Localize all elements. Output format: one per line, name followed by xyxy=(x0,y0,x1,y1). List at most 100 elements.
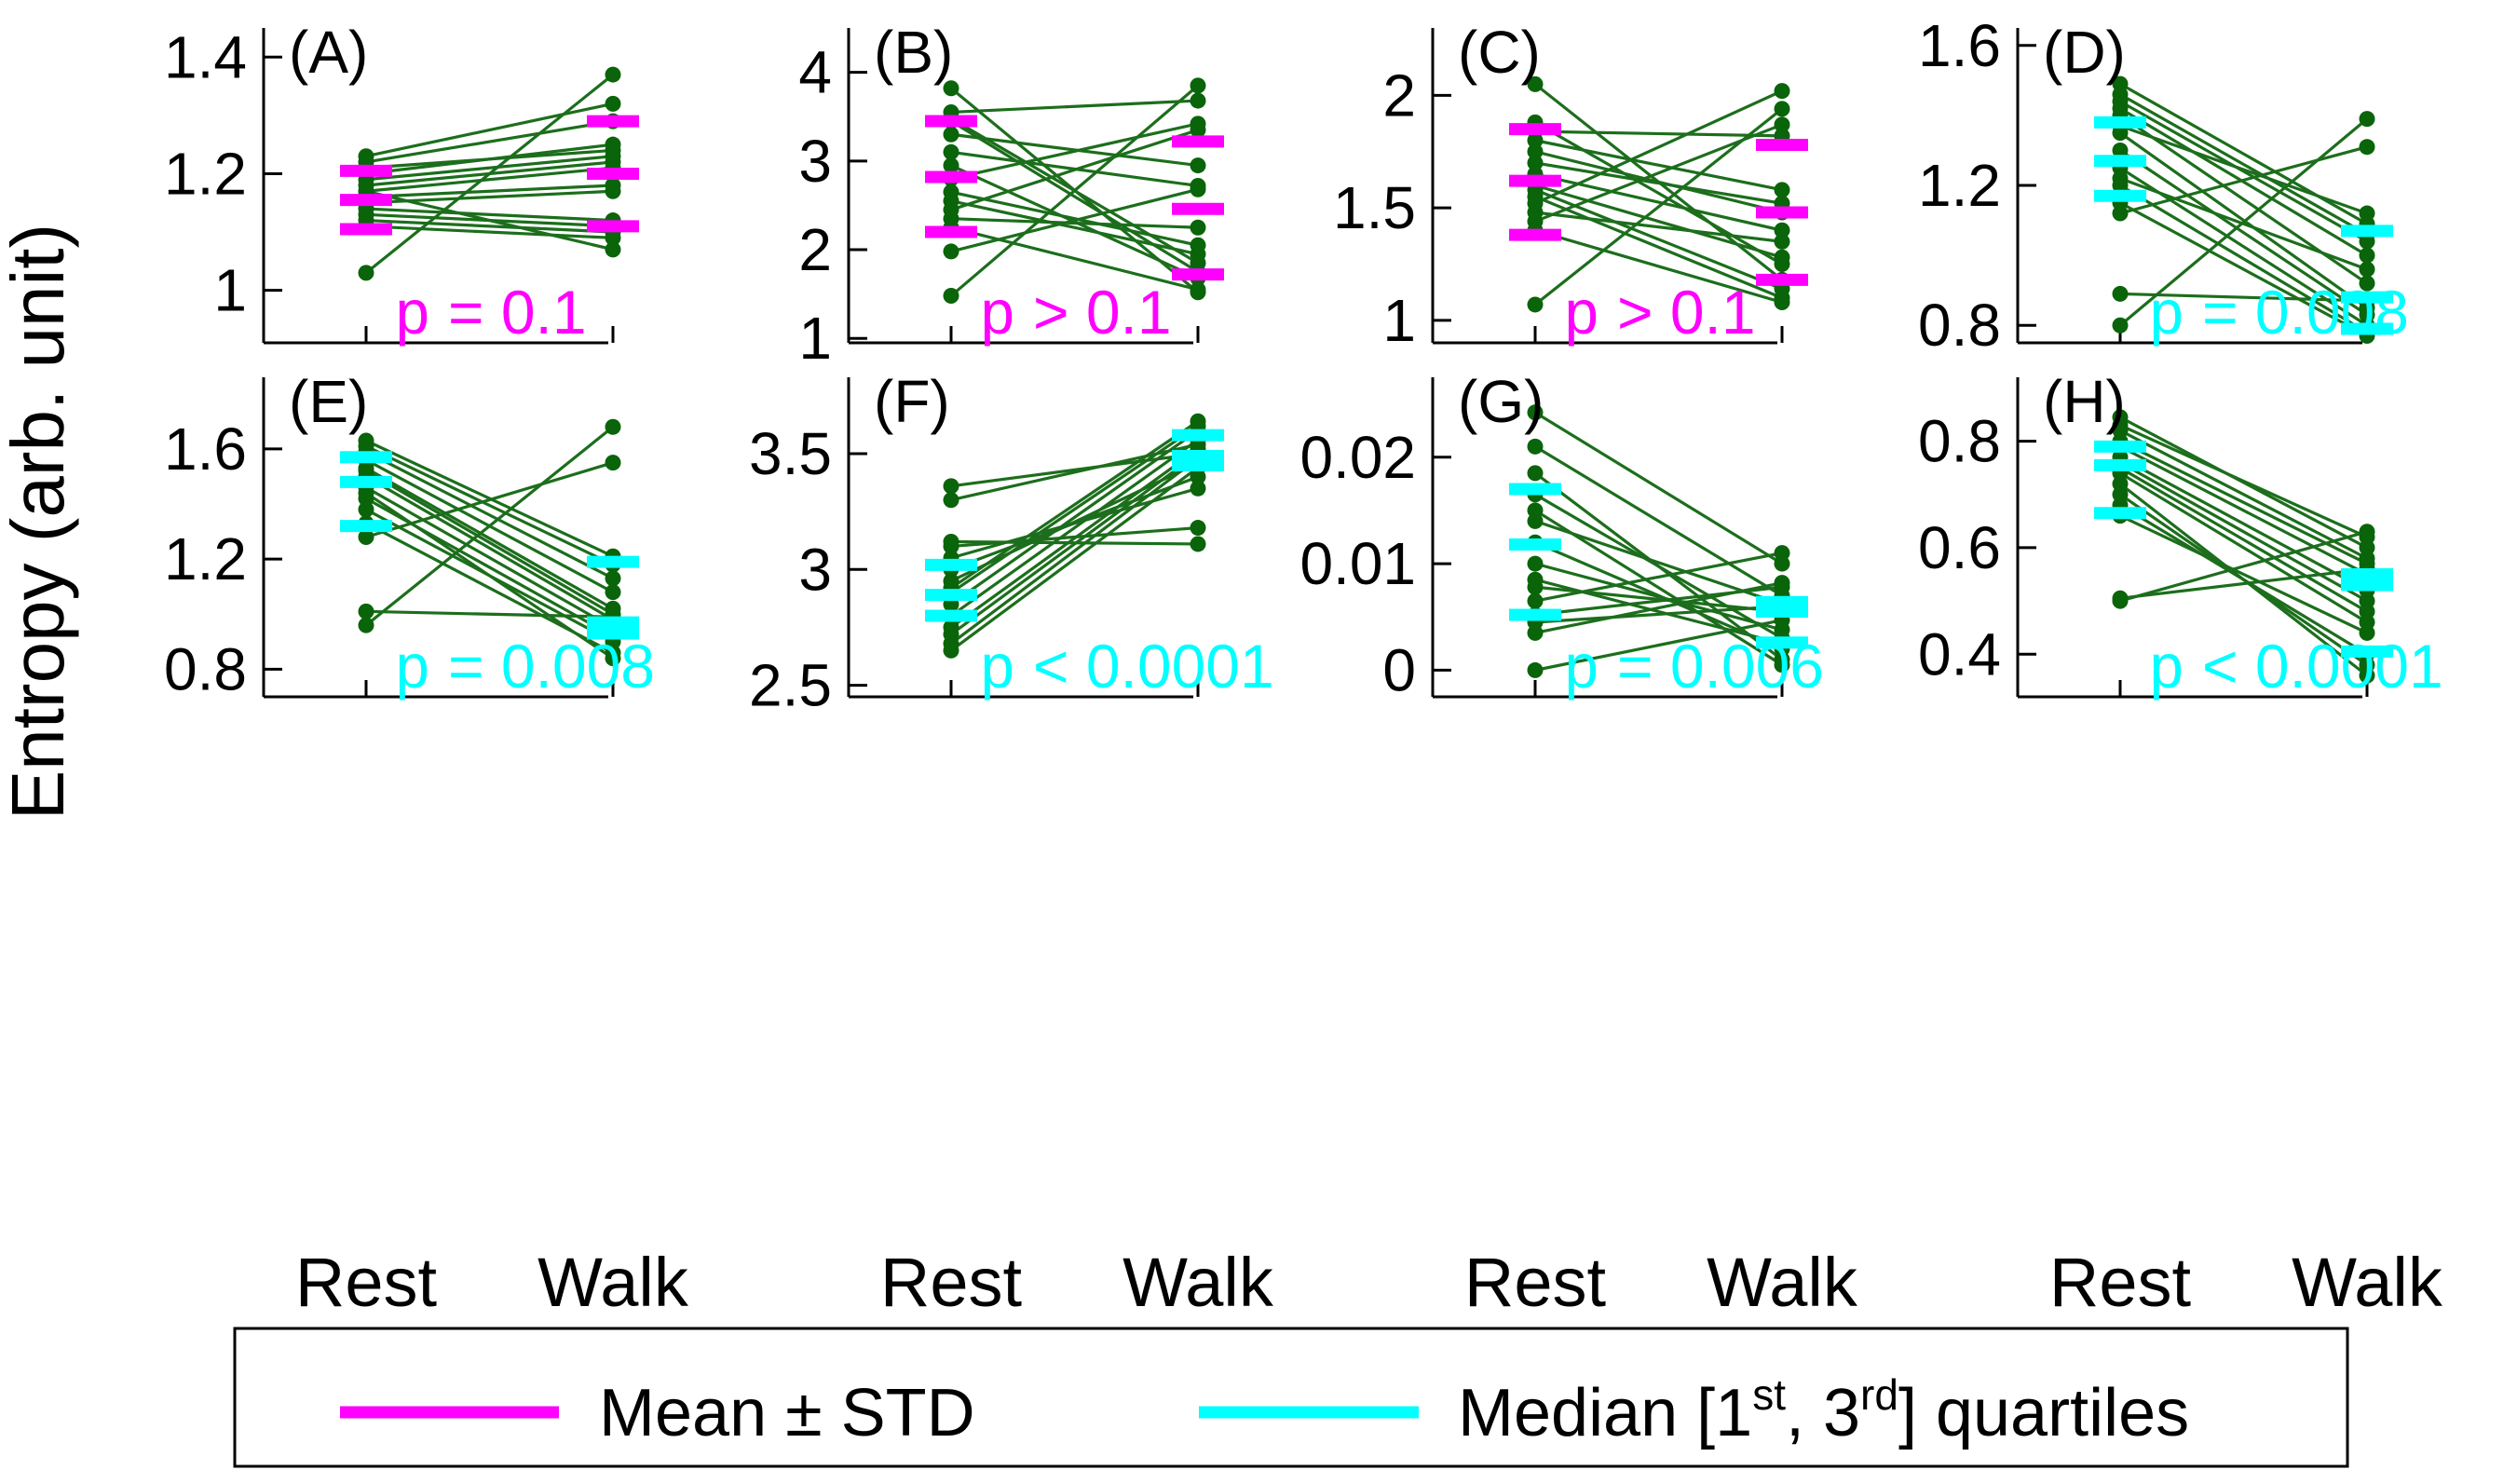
walk-point xyxy=(605,136,621,153)
y-tick-label: 2 xyxy=(798,216,832,283)
y-tick-label: 1.2 xyxy=(164,525,247,592)
pair-line xyxy=(365,184,614,199)
pair-line xyxy=(2119,456,2368,592)
p-value-symbol: p xyxy=(394,636,431,706)
pair-line xyxy=(365,102,614,158)
rest-point xyxy=(358,617,374,633)
p-value: p = 0.006 xyxy=(1563,632,1824,706)
panel-label: (E) xyxy=(289,368,368,435)
walk-point xyxy=(1190,157,1206,174)
p-value-symbol: p xyxy=(1563,282,1600,352)
walk-point xyxy=(1774,294,1790,311)
y-tick-label: 1 xyxy=(1382,287,1416,354)
legend: Mean ± STD Median [1st, 3rd] quartiles xyxy=(233,1327,2349,1468)
y-axis-label: Entropy (arb. unit) xyxy=(0,224,79,820)
panel-label: (C) xyxy=(1458,19,1541,86)
rest-point xyxy=(1527,512,1544,529)
pair-line xyxy=(365,143,614,176)
p-value-symbol: p xyxy=(1563,636,1600,706)
p-value-relation: = 0.006 xyxy=(1600,632,1824,701)
walk-point xyxy=(1190,246,1206,263)
pair-line xyxy=(365,119,614,164)
walk-point xyxy=(2359,299,2375,316)
rest-point xyxy=(1527,555,1544,572)
pair-line xyxy=(365,189,614,252)
pair-line xyxy=(1534,184,1783,259)
panels: 1 1.2 1.4 (A) p = 0.1 1 2 3 4 (B) p > 0.1 1 1.5 2 (C) p… xyxy=(164,12,2443,1321)
y-tick-label: 1.6 xyxy=(1918,12,2001,79)
pair-line xyxy=(950,466,1199,652)
rest-point xyxy=(358,603,374,619)
rest-point xyxy=(943,243,959,260)
x-tick-label: Walk xyxy=(1707,1244,1858,1321)
y-tick-label: 1 xyxy=(798,305,832,372)
panel-c: 1 1.5 2 (C) p > 0.1 xyxy=(1333,19,1808,354)
p-value: p < 0.0001 xyxy=(979,632,1274,706)
p-value-symbol: p xyxy=(979,282,1016,352)
p-value: p > 0.1 xyxy=(979,278,1172,352)
walk-point xyxy=(1774,116,1790,133)
walk-point xyxy=(2359,247,2375,264)
rest-point xyxy=(2112,285,2129,302)
walk-point xyxy=(1190,536,1206,552)
walk-point xyxy=(1190,469,1206,485)
rest-point xyxy=(1527,465,1544,482)
p-value-relation: < 0.0001 xyxy=(1016,632,1274,701)
pair-line xyxy=(950,456,1199,646)
pair-line xyxy=(1534,228,1783,305)
walk-point xyxy=(1774,233,1790,250)
panel-label: (D) xyxy=(2043,19,2126,86)
pair-line xyxy=(2119,124,2368,215)
rest-point xyxy=(943,126,959,143)
p-value-symbol: p xyxy=(2148,282,2185,352)
rest-point xyxy=(1527,155,1544,171)
pair-line xyxy=(1534,519,1783,606)
walk-point xyxy=(605,650,621,667)
walk-point xyxy=(2359,139,2375,156)
y-tick-label: 0.8 xyxy=(1918,408,2001,475)
walk-point xyxy=(605,241,621,258)
walk-point xyxy=(1774,555,1790,572)
walk-point xyxy=(2359,275,2375,292)
rest-point xyxy=(943,492,959,509)
walk-point xyxy=(605,95,621,112)
p-value: p = 0.1 xyxy=(394,278,587,352)
walk-point xyxy=(2359,604,2375,620)
legend-mean-label: Mean ± STD xyxy=(599,1376,975,1450)
rest-point xyxy=(2112,142,2129,158)
pair-line xyxy=(1534,139,1783,192)
y-tick-label: 3 xyxy=(798,536,832,603)
y-tick-label: 0.01 xyxy=(1299,530,1416,597)
walk-point xyxy=(605,455,621,471)
rest-point xyxy=(943,143,959,160)
y-tick-label: 3.5 xyxy=(749,420,832,487)
rest-point xyxy=(2112,317,2129,334)
rest-point xyxy=(358,265,374,281)
p-value-relation: = 0.008 xyxy=(431,632,655,701)
y-tick-label: 2.5 xyxy=(749,652,832,719)
panel-label: (A) xyxy=(289,19,368,86)
pair-line xyxy=(950,419,1199,590)
pair-line xyxy=(2119,82,2368,225)
p-value-relation: = 0.008 xyxy=(2185,278,2409,347)
y-tick-label: 1.2 xyxy=(1918,152,2001,219)
legend-median-sup1: st xyxy=(1752,1370,1786,1419)
rest-point xyxy=(1527,571,1544,588)
panel-h: 0.4 0.6 0.8 Rest Walk (H) p < 0.0001 xyxy=(1918,368,2443,1321)
pair-line xyxy=(2119,100,2368,243)
y-tick-label: 3 xyxy=(798,128,832,195)
pair-line xyxy=(950,424,1199,594)
legend-median-prefix: Median [1 xyxy=(1458,1376,1752,1450)
pair-line xyxy=(365,475,614,621)
pair-line xyxy=(365,609,614,619)
legend-median-sup2: rd xyxy=(1860,1370,1898,1419)
pair-line xyxy=(365,470,614,616)
rest-point xyxy=(943,80,959,97)
rest-point xyxy=(2112,75,2129,92)
walk-point xyxy=(2359,205,2375,222)
pair-line xyxy=(950,539,1199,546)
rest-point xyxy=(1527,75,1544,92)
walk-point xyxy=(1190,92,1206,109)
pair-line xyxy=(2119,423,2368,538)
